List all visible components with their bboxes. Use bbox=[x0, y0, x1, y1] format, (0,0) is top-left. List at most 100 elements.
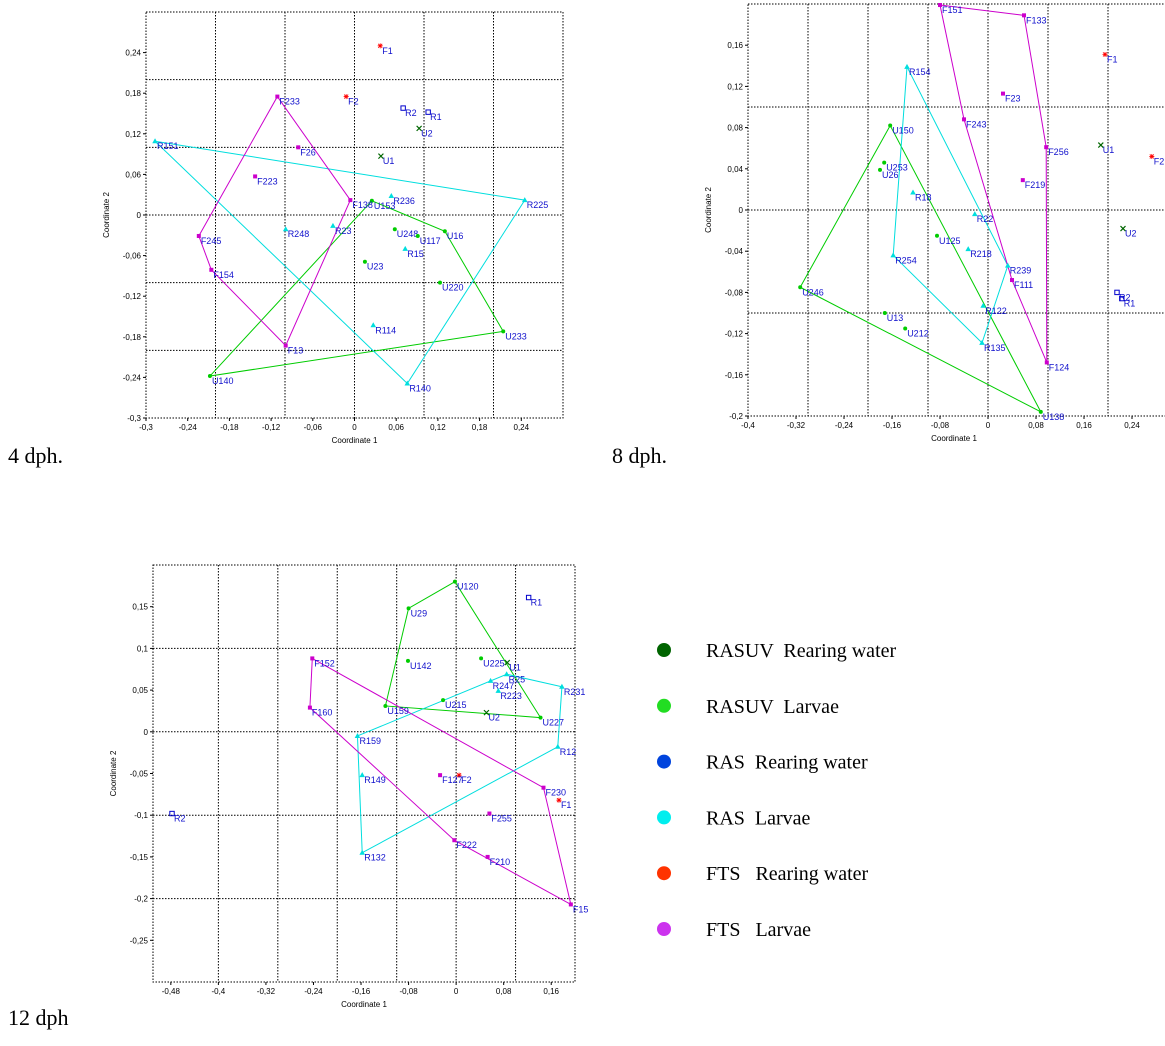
legend-label: RAS Rearing water bbox=[706, 752, 868, 774]
y-axis-label: Coordinate 2 bbox=[102, 192, 111, 238]
point-label: U117 bbox=[420, 236, 441, 246]
legend-swatch bbox=[657, 698, 671, 713]
scatter-plot: -0,3 -0,24 -0,18 -0,12 -0,06 0 0,06 0,12 0,18 0,2… bbox=[102, 11, 564, 445]
point bbox=[903, 326, 908, 331]
point-label: F230 bbox=[545, 788, 566, 798]
caption: 4 dph. bbox=[8, 443, 63, 468]
point bbox=[296, 145, 301, 150]
group-hull bbox=[198, 95, 351, 347]
point bbox=[965, 246, 971, 252]
point-label: R23 bbox=[335, 226, 352, 236]
y-tick-label: -0,2 bbox=[134, 895, 148, 904]
point-label: R2 bbox=[1119, 292, 1131, 302]
point-label: R114 bbox=[375, 325, 396, 335]
point bbox=[253, 174, 258, 179]
point-label: U233 bbox=[505, 331, 527, 341]
point-label: U142 bbox=[410, 661, 432, 671]
point bbox=[1120, 225, 1126, 232]
legend-swatch bbox=[657, 810, 671, 825]
point-label: U125 bbox=[939, 236, 961, 246]
point bbox=[415, 233, 420, 238]
point bbox=[437, 280, 442, 285]
point bbox=[972, 211, 978, 217]
point bbox=[1001, 91, 1005, 96]
x-tick-label: -0,08 bbox=[931, 421, 950, 430]
point-label: R218 bbox=[970, 249, 992, 259]
legend-label: FTS Larvae bbox=[706, 919, 811, 941]
point-label: F245 bbox=[201, 236, 222, 246]
x-tick-label: 0,16 bbox=[1076, 421, 1092, 430]
point bbox=[890, 252, 896, 258]
point bbox=[400, 105, 406, 111]
point bbox=[209, 267, 214, 272]
point bbox=[568, 902, 573, 907]
group-hull bbox=[153, 140, 526, 385]
point-label: U16 bbox=[447, 231, 464, 241]
point bbox=[882, 311, 887, 315]
x-tick-label: 0,06 bbox=[388, 423, 404, 432]
point bbox=[282, 226, 289, 232]
point-label: R248 bbox=[288, 229, 310, 239]
point bbox=[556, 797, 562, 803]
y-axis-label: Coordinate 2 bbox=[109, 750, 118, 796]
x-tick-label: 0,16 bbox=[543, 987, 559, 996]
y-tick-label: 0 bbox=[144, 728, 149, 737]
point-label: R25 bbox=[509, 674, 526, 684]
point bbox=[441, 698, 446, 703]
point bbox=[402, 245, 409, 251]
legend-swatch bbox=[657, 643, 671, 657]
y-tick-label: -0,06 bbox=[123, 252, 142, 261]
x-tick-label: -0,16 bbox=[883, 421, 902, 430]
point-label: F23 bbox=[1005, 94, 1021, 104]
y-tick-label: 0,15 bbox=[132, 603, 148, 612]
point bbox=[798, 285, 803, 290]
point bbox=[425, 109, 431, 115]
point bbox=[487, 677, 494, 683]
point-label: F154 bbox=[213, 270, 234, 280]
y-tick-label: 0,1 bbox=[137, 644, 149, 653]
point-label: R151 bbox=[157, 141, 179, 151]
scatter-plot: -0,4 -0,32 -0,24 -0,16 -0,08 0 0,08 0,16 0,24 -0,… bbox=[704, 3, 1165, 443]
point bbox=[501, 329, 506, 334]
x-tick-label: 0,08 bbox=[496, 987, 512, 996]
point-label: R231 bbox=[564, 687, 586, 697]
x-tick-label: 0 bbox=[986, 421, 991, 430]
point bbox=[456, 772, 462, 778]
point-label: F243 bbox=[966, 119, 987, 129]
point bbox=[354, 732, 361, 738]
y-tick-label: -0,04 bbox=[725, 247, 744, 256]
point-label: R149 bbox=[364, 775, 386, 785]
x-tick-label: 0 bbox=[352, 423, 357, 432]
point bbox=[487, 811, 492, 816]
point-label: F210 bbox=[490, 857, 511, 867]
point-label: U29 bbox=[411, 608, 428, 618]
point bbox=[416, 125, 423, 132]
point-label: F222 bbox=[456, 840, 477, 850]
legend-label: RAS Larvae bbox=[706, 807, 811, 829]
point bbox=[283, 343, 288, 348]
x-tick-label: -0,12 bbox=[262, 423, 281, 432]
point-label: F223 bbox=[257, 176, 278, 186]
point-label: R254 bbox=[895, 255, 917, 265]
y-tick-label: 0,12 bbox=[125, 130, 141, 139]
y-tick-label: -0,08 bbox=[725, 288, 744, 297]
point-label: F13 bbox=[288, 346, 304, 356]
point bbox=[452, 579, 457, 584]
group-hull bbox=[356, 673, 563, 854]
point bbox=[1119, 295, 1125, 302]
caption: 8 dph. bbox=[612, 443, 667, 468]
point bbox=[503, 671, 510, 677]
point-label: F1 bbox=[382, 46, 393, 56]
x-tick-label: -0,16 bbox=[352, 987, 371, 996]
y-tick-label: 0,12 bbox=[727, 82, 743, 91]
point-label: F152 bbox=[314, 658, 335, 668]
point bbox=[962, 117, 966, 122]
point bbox=[878, 167, 882, 172]
point-label: U138 bbox=[1043, 412, 1065, 422]
point bbox=[406, 606, 411, 611]
point-label: R154 bbox=[909, 67, 931, 77]
point bbox=[979, 339, 985, 345]
y-tick-label: 0,06 bbox=[125, 170, 141, 179]
point bbox=[1022, 13, 1026, 18]
point bbox=[405, 658, 410, 663]
